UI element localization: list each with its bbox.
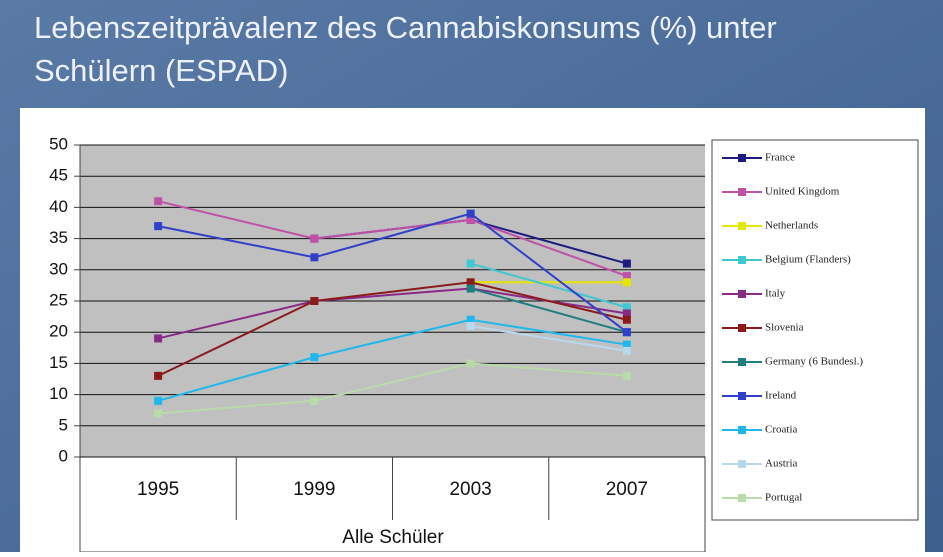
data-point <box>466 215 475 224</box>
legend-marker <box>738 358 746 366</box>
y-tick-label: 15 <box>49 353 68 372</box>
data-point <box>622 303 631 312</box>
legend-label: Slovenia <box>765 322 804 334</box>
data-point <box>622 346 631 355</box>
series-line <box>158 362 627 415</box>
y-tick-label: 45 <box>49 166 68 185</box>
data-point <box>466 209 475 218</box>
y-tick-label: 10 <box>49 384 68 403</box>
data-point <box>466 321 475 330</box>
legend-label: Austria <box>765 458 798 470</box>
legend-marker <box>738 324 746 332</box>
x-tick-label: 1999 <box>293 479 335 500</box>
legend-label: Portugal <box>765 492 802 504</box>
y-tick-label: 50 <box>49 134 68 153</box>
data-point <box>466 284 475 293</box>
x-tick-label: 2003 <box>449 479 491 500</box>
data-point <box>622 259 631 268</box>
legend-label: Germany (6 Bundesl.) <box>765 356 863 368</box>
series-line <box>157 212 628 333</box>
data-point <box>622 371 631 380</box>
data-point <box>466 259 475 268</box>
data-point <box>154 222 163 231</box>
title-line: Lebenszeitprävalenz des Cannabiskonsums … <box>34 10 777 45</box>
legend-label: Ireland <box>765 390 797 402</box>
legend-label: Netherlands <box>765 220 818 232</box>
data-point <box>310 353 319 362</box>
legend-label: France <box>765 152 795 164</box>
x-axis-label: Alle Schüler <box>342 527 444 548</box>
data-point <box>154 334 163 343</box>
y-tick-label: 25 <box>49 290 68 309</box>
legend-marker <box>738 256 746 264</box>
data-point <box>622 328 631 337</box>
x-tick-label: 1995 <box>137 479 179 500</box>
data-point <box>154 396 163 405</box>
title-line: Schülern (ESPAD) <box>34 53 288 88</box>
legend-label: Italy <box>765 288 786 300</box>
data-point <box>154 409 163 418</box>
data-point <box>466 315 475 324</box>
data-point <box>154 197 163 206</box>
series-line <box>157 200 628 277</box>
y-tick-label: 0 <box>59 446 68 465</box>
legend-marker <box>738 460 746 468</box>
legend-label: Belgium (Flanders) <box>765 254 851 266</box>
legend-marker <box>738 154 746 162</box>
data-point <box>622 272 631 281</box>
legend-marker <box>738 188 746 196</box>
legend-marker <box>738 494 746 502</box>
series-line <box>157 318 628 402</box>
series-line <box>470 324 628 352</box>
x-tick-label: 2007 <box>606 479 648 500</box>
series-line <box>470 287 628 334</box>
y-tick-label: 35 <box>49 228 68 247</box>
legend-label: Croatia <box>765 424 797 436</box>
legend-label: United Kingdom <box>765 186 840 198</box>
y-tick-label: 20 <box>49 322 68 341</box>
data-point <box>310 234 319 243</box>
data-point <box>466 278 475 287</box>
data-point <box>622 278 631 287</box>
y-tick-label: 5 <box>59 415 68 434</box>
y-tick-label: 40 <box>49 197 68 216</box>
data-point <box>622 309 631 318</box>
legend <box>711 139 919 521</box>
data-point <box>310 253 319 262</box>
data-point <box>310 297 319 305</box>
legend-marker <box>738 290 746 298</box>
legend-marker <box>738 426 746 434</box>
y-tick-label: 30 <box>49 259 68 278</box>
data-point <box>310 396 319 405</box>
legend-marker <box>738 222 746 230</box>
data-point <box>622 315 631 324</box>
data-point <box>622 340 631 349</box>
legend-marker <box>738 392 746 400</box>
series-line <box>470 262 628 309</box>
data-point <box>466 359 475 368</box>
data-point <box>154 371 163 380</box>
series-line <box>157 281 628 377</box>
